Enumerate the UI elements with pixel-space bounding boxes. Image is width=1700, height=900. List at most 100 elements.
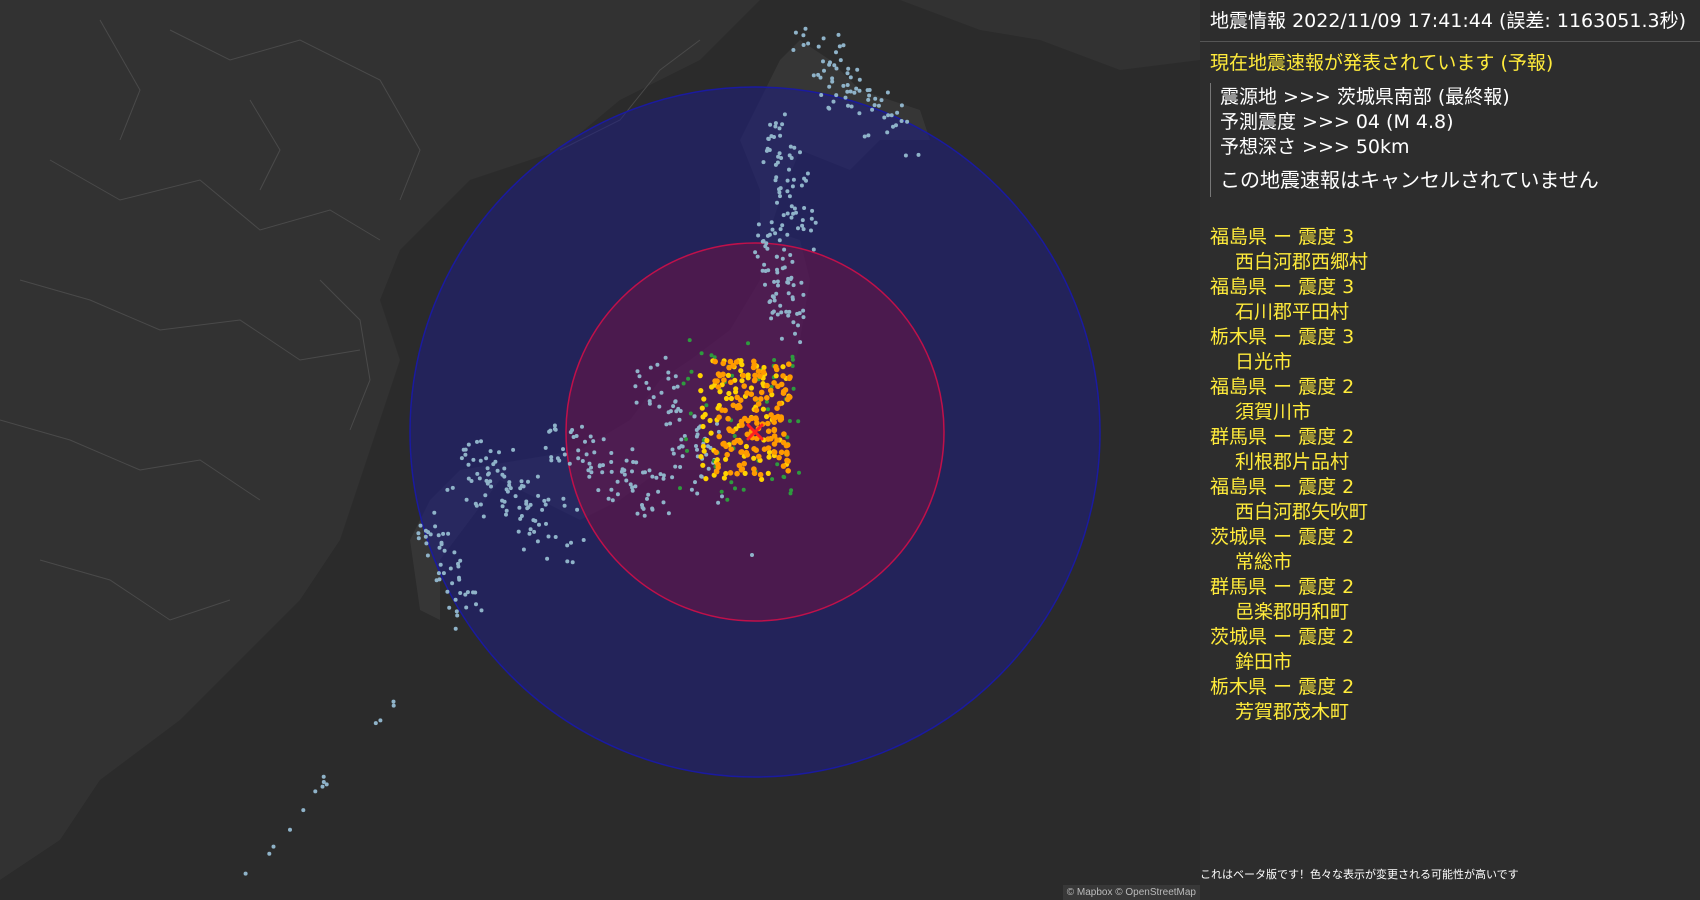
station-marker: [641, 506, 646, 511]
station-marker: [633, 484, 638, 489]
station-marker: [557, 458, 562, 463]
station-marker: [684, 437, 688, 442]
alert-status: 現在地震速報が発表されています (予報): [1210, 52, 1554, 74]
station-marker: [452, 550, 457, 555]
station-marker: [313, 789, 318, 794]
station-marker: [790, 259, 795, 264]
obs-city: 石川郡平田村: [1235, 301, 1350, 323]
station-marker: [687, 338, 692, 343]
station-marker: [676, 406, 681, 411]
station-marker: [725, 372, 732, 378]
station-marker: [378, 718, 383, 723]
station-marker: [775, 312, 780, 317]
station-marker: [651, 395, 656, 400]
station-marker: [891, 124, 895, 129]
station-marker: [778, 449, 785, 456]
map-attribution[interactable]: © Mapbox © OpenStreetMap: [1062, 885, 1200, 900]
station-marker: [535, 474, 540, 479]
station-marker: [646, 492, 651, 497]
station-marker: [764, 399, 769, 404]
station-marker: [751, 377, 758, 384]
station-marker: [438, 562, 443, 567]
observation-list: 福島県 ー 震度 3 西白河郡西郷村 福島県 ー 震度 3 石川郡平田村 栃木県 ー…: [1200, 225, 1700, 725]
station-marker: [770, 227, 775, 232]
station-marker: [615, 479, 620, 484]
station-marker: [751, 446, 757, 452]
station-marker: [770, 415, 777, 422]
station-marker: [321, 780, 326, 784]
station-marker: [675, 384, 680, 389]
station-marker: [546, 497, 551, 502]
station-marker: [666, 370, 671, 375]
station-marker: [478, 502, 483, 507]
station-marker: [779, 336, 784, 341]
station-marker: [439, 542, 444, 547]
station-marker: [699, 351, 704, 356]
map-view[interactable]: © Mapbox © OpenStreetMap: [0, 0, 1200, 900]
station-marker: [473, 590, 478, 595]
station-marker: [416, 531, 421, 536]
station-marker: [565, 559, 570, 564]
station-marker: [830, 79, 835, 84]
station-marker: [848, 75, 853, 80]
station-marker: [773, 373, 779, 379]
station-marker: [531, 518, 536, 523]
station-marker: [267, 851, 272, 856]
station-marker: [886, 113, 891, 118]
station-marker: [553, 427, 558, 432]
station-marker: [453, 626, 458, 631]
station-markers: [243, 26, 921, 876]
station-marker: [728, 446, 734, 453]
station-marker: [668, 421, 673, 426]
station-marker: [855, 67, 860, 72]
station-marker: [775, 279, 780, 284]
station-marker: [778, 227, 783, 232]
station-marker: [796, 323, 800, 328]
beta-note: これはベータ版です！色々な表示が変更される可能性が高いです: [1200, 868, 1519, 881]
station-marker: [787, 194, 792, 199]
station-marker: [730, 362, 736, 369]
station-marker: [521, 484, 526, 489]
station-marker: [780, 373, 786, 379]
station-marker: [737, 404, 743, 411]
list-item: 栃木県 ー 震度 2 芳賀郡茂木町: [1210, 675, 1700, 725]
station-marker: [816, 72, 821, 77]
station-marker: [758, 389, 765, 396]
station-marker: [885, 90, 890, 95]
station-marker: [723, 456, 729, 462]
station-marker: [769, 134, 774, 139]
station-marker: [811, 247, 816, 252]
station-marker: [436, 533, 441, 538]
station-marker: [478, 458, 483, 463]
station-marker: [576, 448, 581, 453]
station-marker: [497, 450, 501, 455]
station-marker: [698, 454, 704, 460]
station-marker: [686, 376, 691, 381]
station-marker: [320, 784, 325, 789]
station-marker: [706, 444, 710, 449]
station-marker: [524, 501, 529, 506]
station-marker: [785, 435, 790, 440]
station-marker: [445, 589, 450, 594]
station-marker: [635, 369, 640, 374]
list-item: 茨城県 ー 震度 2 鉾田市: [1210, 625, 1700, 675]
station-marker: [846, 103, 850, 108]
station-marker: [778, 133, 783, 138]
station-marker: [695, 491, 700, 496]
station-marker: [776, 154, 781, 159]
station-marker: [899, 119, 904, 123]
station-marker: [764, 395, 770, 401]
station-marker: [862, 134, 867, 139]
station-marker: [765, 445, 772, 451]
station-marker: [733, 359, 740, 365]
station-marker: [432, 510, 437, 515]
station-marker: [806, 41, 811, 46]
station-marker: [561, 447, 565, 452]
station-marker: [734, 394, 740, 401]
station-marker: [836, 32, 841, 37]
station-marker: [780, 256, 785, 261]
station-marker: [495, 468, 500, 473]
station-marker: [802, 206, 807, 210]
obs-prefecture: 福島県 ー 震度 2: [1210, 376, 1355, 398]
station-marker: [772, 358, 777, 362]
